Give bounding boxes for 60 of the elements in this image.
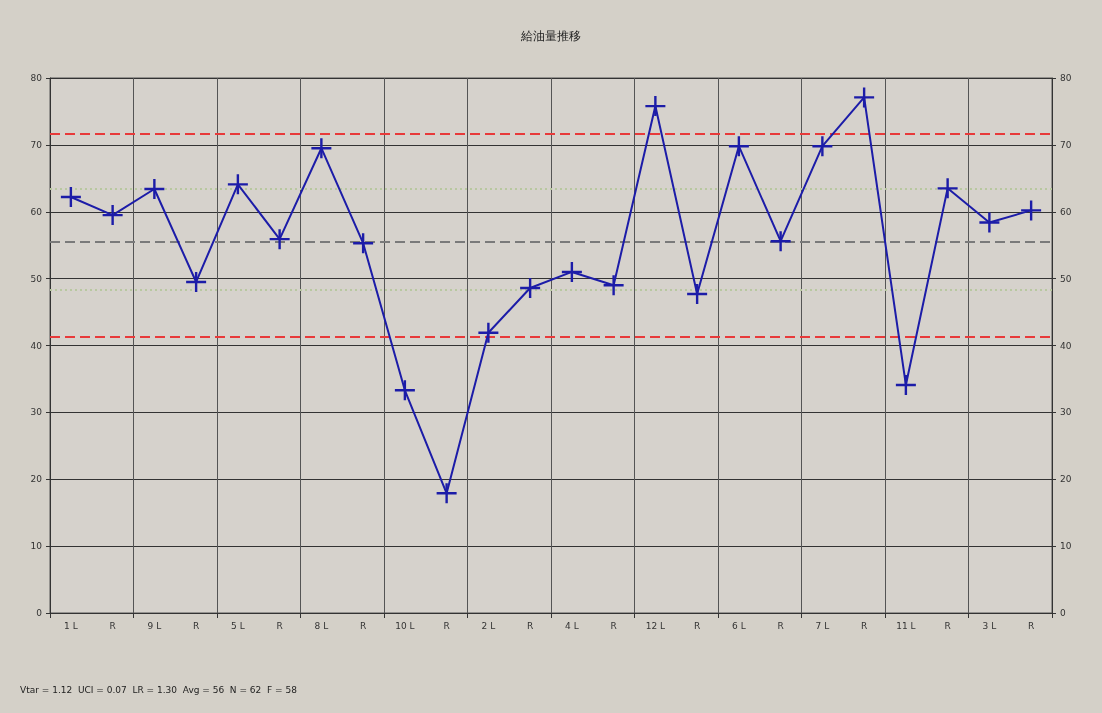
y2-tick-label: 30 <box>1060 407 1072 418</box>
y-tick-label: 10 <box>30 541 43 552</box>
point <box>394 380 415 401</box>
point <box>144 179 165 200</box>
text: Vtar = 1.12 UCI = 0.07 LR = 1.30 Avg = 56 N = 62 F = 58 <box>20 684 298 695</box>
y-tick-label: 70 <box>30 139 43 150</box>
y-tick-label: 50 <box>30 273 43 284</box>
point <box>854 87 875 108</box>
point <box>603 275 624 296</box>
x-tick-label: 12 L <box>645 620 666 631</box>
x-tick-label: 5 L <box>231 620 245 631</box>
x-tick-label: R <box>109 620 116 631</box>
y-tick-label: 80 <box>30 73 43 83</box>
point <box>1021 200 1042 221</box>
x-tick-label: 2 L <box>481 620 496 631</box>
x-tick-label: 9 L <box>147 620 162 631</box>
point <box>979 212 1000 233</box>
x-tick-label: R <box>526 620 534 631</box>
point <box>645 96 666 117</box>
y2-tick-label: 0 <box>1060 608 1066 618</box>
point <box>478 322 499 343</box>
x-tick-label: R <box>777 620 784 631</box>
x-tick-label: R <box>192 620 200 631</box>
x-tick-label: R <box>1027 620 1035 631</box>
y-tick-label: 0 <box>36 608 43 618</box>
y2-tick-label: 10 <box>1060 541 1072 552</box>
x-tick-label: R <box>276 620 283 631</box>
x-tick-label: 4 L <box>565 620 579 631</box>
y-tick-label: 60 <box>30 206 43 217</box>
x-tick-label: R <box>610 620 617 631</box>
x-tick-label: 11 L <box>896 620 916 631</box>
y2-tick-label: 20 <box>1060 474 1072 485</box>
x-tick-label: 7 L <box>815 620 830 631</box>
x-tick-label: 6 L <box>732 620 746 631</box>
x-tick-label: 10 L <box>395 620 415 631</box>
point <box>812 136 833 157</box>
x-tick-label: 3 L <box>982 620 997 631</box>
x-tick-label: R <box>693 620 701 631</box>
y2-tick-label: 80 <box>1060 73 1072 83</box>
y2-tick-label: 60 <box>1060 206 1072 217</box>
y-tick-label: 30 <box>30 407 43 418</box>
x-tick-label: 8 L <box>314 620 329 631</box>
x-tick-label: 1 L <box>64 620 78 631</box>
x-tick-label: R <box>944 620 951 631</box>
point <box>102 205 123 226</box>
chart-title: 給油量推移 <box>520 29 581 43</box>
y-tick-label: 20 <box>30 474 43 485</box>
point <box>436 483 457 504</box>
point <box>311 138 332 159</box>
y-tick-label: 40 <box>30 340 43 351</box>
y2-tick-label: 50 <box>1060 273 1072 284</box>
x-tick-label: R <box>359 620 367 631</box>
x-tick-label: R <box>860 620 868 631</box>
y2-tick-label: 70 <box>1060 139 1072 150</box>
y2-tick-label: 40 <box>1060 340 1072 351</box>
point <box>269 229 290 250</box>
point <box>937 178 958 199</box>
point <box>227 174 248 195</box>
point <box>770 231 791 252</box>
x-tick-label: R <box>443 620 450 631</box>
